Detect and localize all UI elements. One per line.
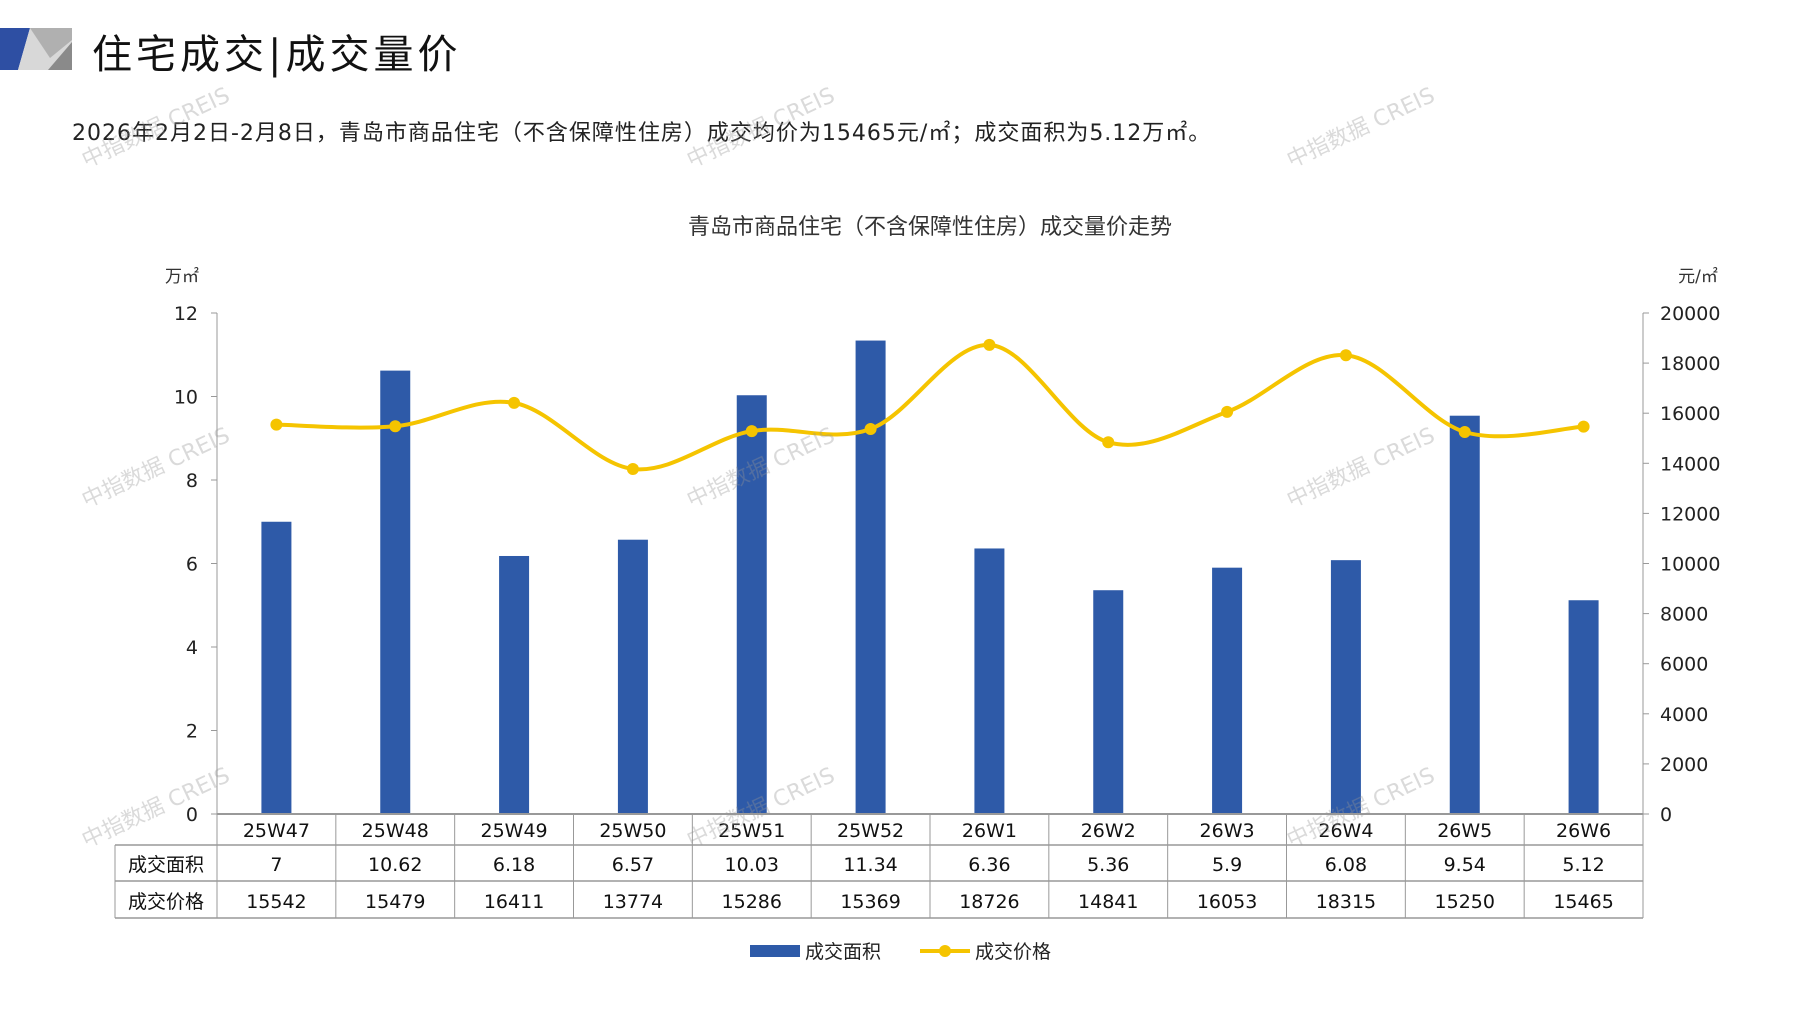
bar-25W48 — [380, 370, 411, 814]
area-value: 6.36 — [968, 854, 1010, 876]
right-tick-label: 8000 — [1660, 604, 1708, 626]
price-value: 15479 — [365, 891, 425, 913]
bar-25W51 — [736, 395, 767, 814]
left-tick-label: 2 — [186, 721, 198, 743]
price-point-26W5 — [1458, 425, 1471, 438]
right-tick-label: 2000 — [1660, 754, 1708, 776]
category-label: 25W51 — [718, 820, 785, 842]
area-value: 10.03 — [725, 854, 779, 876]
right-tick-label: 18000 — [1660, 353, 1720, 375]
brand-logo-icon — [0, 28, 72, 70]
bar-25W50 — [617, 539, 648, 814]
summary-text: 2026年2月2日-2月8日，青岛市商品住宅（不含保障性住房）成交均价为1546… — [72, 121, 1212, 146]
price-value: 15369 — [840, 891, 900, 913]
price-point-26W4 — [1339, 349, 1352, 362]
area-value: 5.9 — [1212, 854, 1242, 876]
price-point-26W2 — [1102, 436, 1115, 449]
price-value: 16053 — [1197, 891, 1257, 913]
price-point-25W52 — [864, 423, 877, 436]
legend-area-label: 成交面积 — [805, 941, 881, 963]
legend-area-swatch — [750, 945, 800, 957]
table-row-label-area: 成交面积 — [128, 854, 204, 876]
bar-26W4 — [1330, 560, 1361, 814]
area-value: 6.57 — [612, 854, 654, 876]
price-value: 15542 — [246, 891, 306, 913]
right-tick-label: 16000 — [1660, 403, 1720, 425]
category-label: 26W6 — [1556, 820, 1611, 842]
right-tick-label: 0 — [1660, 804, 1672, 826]
price-point-26W6 — [1577, 420, 1590, 433]
price-value: 16411 — [484, 891, 544, 913]
price-value: 14841 — [1078, 891, 1138, 913]
category-label: 25W50 — [599, 820, 666, 842]
bar-26W1 — [974, 548, 1005, 814]
category-label: 26W2 — [1081, 820, 1136, 842]
left-tick-label: 6 — [186, 554, 198, 576]
price-point-26W1 — [983, 338, 996, 351]
price-value: 15465 — [1553, 891, 1613, 913]
bar-26W6 — [1568, 600, 1599, 814]
price-value: 15286 — [722, 891, 782, 913]
price-point-25W50 — [626, 462, 639, 475]
left-tick-label: 12 — [174, 303, 198, 325]
price-point-25W49 — [508, 396, 521, 409]
page-title: 住宅成交|成交量价 — [92, 32, 462, 78]
left-axis-unit: 万㎡ — [165, 267, 199, 287]
bar-26W5 — [1449, 415, 1480, 814]
legend-price-marker — [939, 945, 951, 957]
area-value: 5.36 — [1087, 854, 1129, 876]
left-tick-label: 10 — [174, 387, 198, 409]
left-tick-label: 8 — [186, 470, 198, 492]
chart-title: 青岛市商品住宅（不含保障性住房）成交量价走势 — [688, 215, 1172, 240]
price-point-25W48 — [389, 420, 402, 433]
left-tick-label: 0 — [186, 804, 198, 826]
left-tick-label: 4 — [186, 637, 198, 659]
bar-25W52 — [855, 340, 886, 814]
bar-26W2 — [1093, 590, 1124, 814]
right-tick-label: 20000 — [1660, 303, 1720, 325]
price-point-25W51 — [745, 425, 758, 438]
bar-25W47 — [261, 521, 292, 814]
price-value: 18315 — [1316, 891, 1376, 913]
category-label: 25W48 — [362, 820, 429, 842]
legend-price-label: 成交价格 — [975, 941, 1051, 963]
bar-25W49 — [499, 555, 530, 814]
price-value: 15250 — [1435, 891, 1495, 913]
table-row-label-price: 成交价格 — [128, 891, 204, 913]
price-point-26W3 — [1221, 405, 1234, 418]
area-value: 10.62 — [368, 854, 422, 876]
price-line — [276, 342, 1584, 472]
category-label: 26W4 — [1318, 820, 1373, 842]
area-value: 5.12 — [1562, 854, 1604, 876]
category-label: 26W1 — [962, 820, 1017, 842]
right-tick-label: 6000 — [1660, 654, 1708, 676]
price-value: 18726 — [959, 891, 1019, 913]
price-point-25W47 — [270, 418, 283, 431]
area-value: 11.34 — [843, 854, 897, 876]
bar-26W3 — [1212, 567, 1243, 814]
right-tick-label: 10000 — [1660, 554, 1720, 576]
category-label: 26W5 — [1437, 820, 1492, 842]
category-label: 26W3 — [1200, 820, 1255, 842]
right-tick-label: 12000 — [1660, 503, 1720, 525]
area-value: 6.18 — [493, 854, 535, 876]
price-value: 13774 — [603, 891, 663, 913]
category-label: 25W49 — [481, 820, 548, 842]
area-value: 7 — [270, 854, 282, 876]
right-axis-unit: 元/㎡ — [1678, 267, 1718, 287]
category-label: 25W52 — [837, 820, 904, 842]
area-value: 6.08 — [1325, 854, 1367, 876]
right-tick-label: 14000 — [1660, 453, 1720, 475]
area-value: 9.54 — [1444, 854, 1486, 876]
category-label: 25W47 — [243, 820, 310, 842]
right-tick-label: 4000 — [1660, 704, 1708, 726]
